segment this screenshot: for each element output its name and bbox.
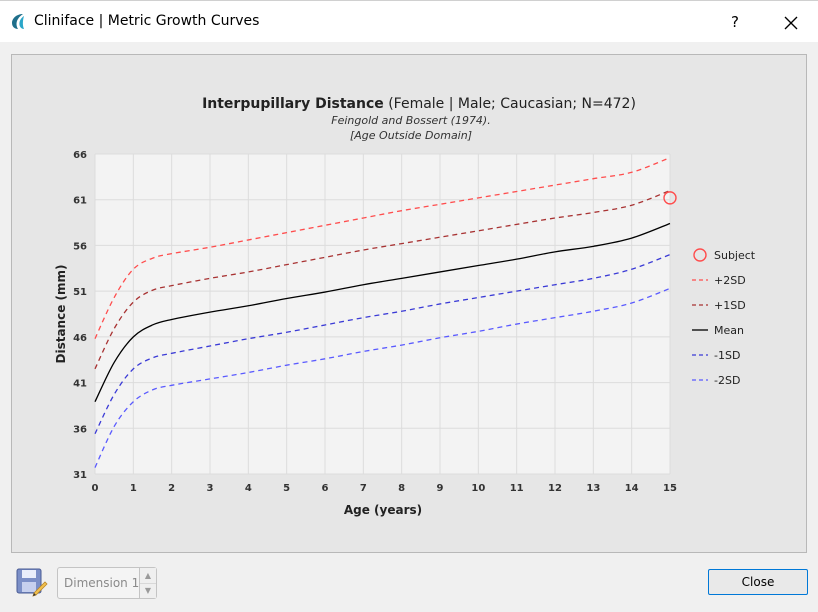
chart-title-rest: (Female | Male; Caucasian; N=472)	[384, 96, 636, 112]
x-tick-label: 0	[92, 483, 99, 494]
legend-label: +2SD	[714, 274, 746, 287]
plot-area	[95, 154, 670, 474]
x-tick-label: 9	[437, 483, 444, 494]
x-axis-label: Age (years)	[344, 503, 422, 517]
x-tick-label: 2	[168, 483, 175, 494]
x-tick-label: 14	[625, 483, 639, 494]
series-line-plus2sd	[94, 157, 671, 339]
chart-panel: Interpupillary Distance (Female | Male; …	[11, 54, 807, 553]
window-title: Cliniface | Metric Growth Curves	[34, 13, 260, 29]
x-tick-label: 6	[322, 483, 329, 494]
x-tick-label: 1	[130, 483, 137, 494]
help-button[interactable]: ?	[731, 13, 739, 31]
legend: Subject +2SD +1SD Mean -1SD -2SD	[692, 248, 756, 387]
spin-arrows: ▲ ▼	[139, 568, 156, 598]
x-tick-label: 8	[398, 483, 405, 494]
close-icon[interactable]	[776, 7, 806, 37]
y-axis-label: Distance (mm)	[54, 265, 68, 364]
y-tick-label: 31	[73, 470, 87, 481]
x-tick-label: 12	[548, 483, 562, 494]
x-tick-label: 7	[360, 483, 367, 494]
spin-down-icon[interactable]: ▼	[144, 586, 152, 595]
y-tick-label: 51	[73, 287, 87, 298]
chart-note: [Age Outside Domain]	[350, 129, 472, 142]
x-tick-label: 10	[471, 483, 485, 494]
y-tick-label: 46	[73, 333, 87, 344]
chart-title: Interpupillary Distance (Female | Male; …	[202, 96, 636, 112]
x-tick-label: 11	[510, 483, 524, 494]
title-bar: Cliniface | Metric Growth Curves ?	[0, 0, 818, 42]
cliniface-logo-icon	[12, 14, 24, 29]
subject-point-marker	[663, 191, 677, 205]
legend-subject-marker	[693, 248, 707, 262]
growth-curve-chart: Interpupillary Distance (Female | Male; …	[54, 96, 756, 517]
x-tick-label: 4	[245, 483, 252, 494]
legend-label: -1SD	[714, 349, 740, 362]
grid-lines	[94, 153, 671, 475]
x-tick-label: 5	[283, 483, 290, 494]
close-button[interactable]: Close	[708, 569, 808, 595]
series-group	[94, 157, 677, 468]
y-tick-label: 36	[73, 424, 87, 435]
x-tick-label: 15	[663, 483, 677, 494]
y-tick-label: 41	[73, 379, 87, 390]
x-tick-label: 3	[207, 483, 214, 494]
dimension-value: Dimension 1	[64, 576, 140, 590]
x-tick-label: 13	[586, 483, 600, 494]
spin-up-icon[interactable]: ▲	[140, 568, 156, 584]
series-line-mean	[94, 222, 671, 403]
legend-label: -2SD	[714, 374, 740, 387]
save-icon[interactable]	[14, 565, 48, 599]
legend-label: +1SD	[714, 299, 746, 312]
y-tick-label: 56	[73, 241, 87, 252]
dimension-spinbox[interactable]: Dimension 1 ▲ ▼	[57, 567, 157, 599]
legend-label: Subject	[714, 249, 756, 262]
y-tick-label: 66	[73, 150, 87, 161]
chart-title-bold: Interpupillary Distance	[202, 96, 384, 112]
legend-label: Mean	[714, 324, 744, 337]
chart-subtitle: Feingold and Bossert (1974).	[331, 114, 490, 127]
y-tick-label: 61	[73, 196, 87, 207]
